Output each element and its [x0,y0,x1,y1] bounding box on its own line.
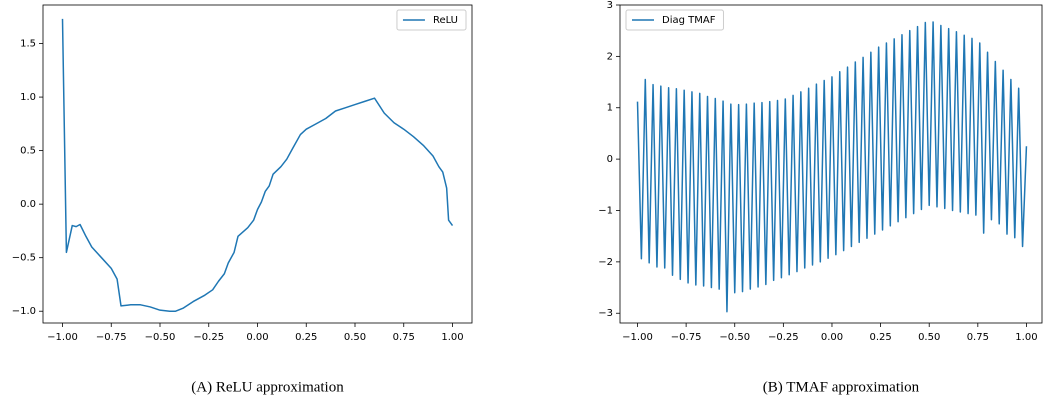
x-tick-label: 0.75 [393,332,415,343]
legend-label: Diag TMAF [662,15,716,26]
x-tick-label: 0.50 [344,332,366,343]
x-tick-label: 0.00 [821,332,843,343]
data-line [61,18,454,312]
y-tick-label: 0 [607,154,613,165]
y-tick-label: 1.0 [20,92,36,103]
data-line [636,21,1028,313]
x-tick-label: −0.75 [96,332,127,343]
x-tick-label: −0.50 [145,332,176,343]
x-tick-label: −1.00 [622,332,653,343]
y-tick-label: 2 [607,51,613,62]
x-tick-label: 0.00 [246,332,268,343]
y-tick-label: 1 [607,103,613,114]
plot-frame [42,4,473,324]
plot-frame [619,4,1043,324]
x-tick-label: 1.00 [441,332,463,343]
y-tick-label: −0.5 [12,253,36,264]
caption: (B) TMAF approximation [763,379,920,395]
y-tick-label: −2 [598,257,613,268]
y-tick-label: −1.0 [12,306,36,317]
y-tick-label: −3 [598,308,613,319]
x-tick-label: 0.50 [918,332,940,343]
y-tick-label: 3 [607,0,613,11]
x-tick-label: −1.00 [47,332,78,343]
legend-box [625,9,724,31]
y-tick-label: −1 [598,205,613,216]
caption: (A) ReLU approximation [191,379,344,395]
x-tick-label: −0.75 [671,332,702,343]
y-tick-label: 1.5 [20,39,36,50]
x-tick-label: −0.50 [719,332,750,343]
x-tick-label: −0.25 [193,332,224,343]
x-tick-label: 1.00 [1015,332,1037,343]
y-tick-label: 0.5 [20,146,36,157]
legend-box [396,9,467,31]
x-tick-label: 0.75 [967,332,989,343]
x-tick-label: 0.25 [295,332,317,343]
y-tick-label: 0.0 [20,199,36,210]
x-tick-label: −0.25 [768,332,799,343]
x-tick-label: 0.25 [869,332,891,343]
legend-label: ReLU [433,15,458,26]
